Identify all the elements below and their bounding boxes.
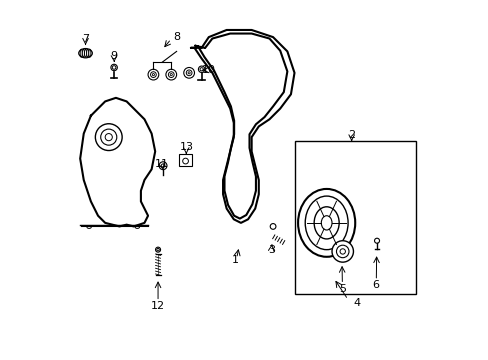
Ellipse shape	[170, 73, 172, 76]
Ellipse shape	[186, 70, 192, 76]
Ellipse shape	[105, 134, 112, 141]
Text: 7: 7	[82, 34, 89, 44]
Text: 3: 3	[267, 245, 274, 255]
Ellipse shape	[150, 72, 156, 77]
Text: 9: 9	[110, 51, 118, 61]
Ellipse shape	[298, 189, 354, 257]
Ellipse shape	[183, 67, 194, 78]
Ellipse shape	[112, 66, 116, 69]
Ellipse shape	[305, 196, 347, 249]
Ellipse shape	[313, 207, 339, 239]
Ellipse shape	[87, 226, 91, 228]
Ellipse shape	[101, 129, 117, 145]
Ellipse shape	[200, 68, 203, 71]
Ellipse shape	[82, 49, 84, 57]
Ellipse shape	[95, 124, 122, 150]
Text: 12: 12	[151, 301, 165, 311]
Text: 11: 11	[154, 159, 168, 169]
Ellipse shape	[155, 247, 160, 252]
Ellipse shape	[321, 216, 331, 230]
Ellipse shape	[374, 238, 379, 243]
Ellipse shape	[159, 162, 166, 170]
Ellipse shape	[157, 248, 159, 251]
Ellipse shape	[135, 226, 139, 228]
Ellipse shape	[80, 49, 82, 57]
Ellipse shape	[183, 158, 188, 164]
Ellipse shape	[331, 241, 353, 262]
FancyBboxPatch shape	[294, 141, 415, 294]
Ellipse shape	[188, 72, 190, 74]
Text: 6: 6	[372, 280, 379, 291]
Ellipse shape	[270, 224, 275, 229]
Ellipse shape	[336, 245, 348, 258]
Text: 13: 13	[179, 142, 193, 152]
Text: 5: 5	[339, 284, 346, 294]
Ellipse shape	[88, 49, 91, 57]
Ellipse shape	[152, 73, 154, 76]
Ellipse shape	[84, 49, 86, 57]
FancyBboxPatch shape	[179, 154, 192, 166]
Ellipse shape	[86, 49, 88, 57]
Text: 4: 4	[353, 298, 360, 308]
Ellipse shape	[168, 72, 174, 77]
Ellipse shape	[111, 64, 117, 71]
Text: 2: 2	[347, 130, 354, 140]
Ellipse shape	[165, 69, 176, 80]
Text: 10: 10	[202, 65, 215, 75]
Ellipse shape	[198, 66, 204, 72]
Text: 1: 1	[232, 255, 239, 265]
Text: 8: 8	[173, 32, 180, 42]
Ellipse shape	[339, 249, 345, 254]
Ellipse shape	[161, 164, 164, 167]
Ellipse shape	[148, 69, 159, 80]
